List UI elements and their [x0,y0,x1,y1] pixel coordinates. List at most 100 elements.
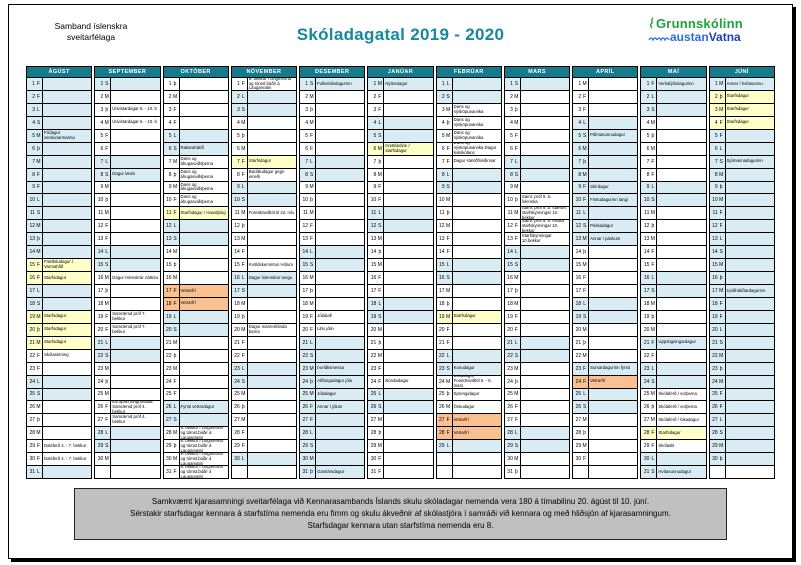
day-event [589,427,637,439]
day-number: 23 [370,365,377,372]
day-event [316,285,364,297]
weekday-letter: þ [718,181,726,194]
day-number: 22 [439,352,445,359]
day-event [248,363,296,375]
day-row: 10 þ [95,193,160,207]
day-event [316,337,364,349]
day-event [726,376,774,388]
weekday-letter: L [649,453,658,466]
day-event [521,298,569,310]
day-event [316,169,364,181]
weekday-letter: M [35,155,43,168]
day-number: 2 [168,93,172,100]
day-event [657,194,705,206]
day-number: 5 [578,132,582,139]
day-event [453,285,501,297]
weekday-letter: M [103,388,112,401]
day-event [43,91,91,103]
day-number: 12 [575,223,582,230]
day-row: 27 S [163,413,228,427]
day-row: 30 M [95,452,160,466]
day-event [316,91,364,103]
day-row: 6 S Rakarahátíð [163,141,228,155]
day-event [726,363,774,375]
day-event: Dalsferð 4. - 7. bekkur [44,455,87,461]
weekday-letter: F [308,129,317,142]
weekday-letter: M [103,272,112,284]
day-number: 16 [643,275,650,282]
day-row: 10 F [368,193,433,207]
weekday-letter: L [240,362,248,375]
weekday-letter: F [35,259,43,272]
weekday-letter: M [172,181,180,194]
day-number: 22 [370,352,377,359]
day-row: 25 M [504,387,570,401]
day-event [384,220,432,232]
day-row: 15 F [641,258,706,272]
day-row: 1 F 9. bekkur í Ungmenna og tómst.búðir á … [231,77,297,90]
day-row: 21 M [163,335,228,349]
day-number: 30 [643,456,650,463]
day-row: 15 F Kvöldskemmtun Hólum [231,258,297,272]
weekday-letter: þ [240,310,248,323]
day-number: 13 [712,236,718,243]
weekday-letter: M [35,220,43,233]
day-event [111,466,159,478]
day-number: 14 [234,249,240,256]
day-number: 6 [305,145,309,152]
weekday-letter: M [513,181,521,194]
day-row: 13 þ [27,232,92,246]
weekday-letter: L [172,220,180,233]
day-event [453,182,501,194]
day-event [384,324,432,336]
day-event [726,194,774,206]
day-number: 4 [441,119,445,126]
day-event [521,427,569,439]
day-number: 3 [510,106,513,113]
day-row: 20 M [368,322,433,336]
weekday-letter: F [35,90,43,103]
day-event [180,259,228,271]
month-header: APRÍL [573,67,638,77]
day-event: Bóndadagur [385,378,409,384]
day-row: 12 F [95,219,160,233]
day-event: Dans og nýsköpunarvika Dagur leikskólans [453,142,497,155]
day-number [710,466,718,478]
day-event [180,311,228,323]
day-row: 8 þ Dans og áhugasviðsþema [163,167,228,181]
day-row: 23 F [368,361,433,375]
day-event [589,117,637,129]
weekday-letter [240,466,248,479]
day-row: 6 M Þrettándinn / starfsdagur [368,141,433,155]
day-number: 8 [441,171,445,178]
weekday-letter: F [376,90,385,103]
day-row: 20 L [709,322,774,336]
weekday-letter: F [308,233,317,246]
day-event: Rakarahátíð [180,145,204,151]
weekday-letter: þ [376,427,385,440]
day-row: 13 M [231,232,297,246]
weekday-letter: L [376,388,385,401]
weekday-letter: F [35,349,43,362]
day-number: 17 [370,287,377,294]
day-event: Skírdagur [590,184,609,189]
weekday-letter: F [35,181,43,194]
day-number: 18 [575,300,582,307]
day-event: Sjómannadagurinn [726,158,763,164]
day-row: 14 M [163,245,228,259]
day-number: 24 [29,378,35,385]
day-event [589,285,637,297]
day-number: 11 [29,210,35,217]
day-row: 31 L [27,465,92,479]
day-row: 15 þ [163,258,228,272]
day-number: 18 [507,300,513,307]
weekday-letter: L [581,116,590,129]
weekday-letter: F [376,362,385,375]
day-event [521,156,569,168]
day-number: 30 [370,456,377,463]
logo-word-austan: austan [670,29,709,44]
day-number: 16 [302,275,309,282]
